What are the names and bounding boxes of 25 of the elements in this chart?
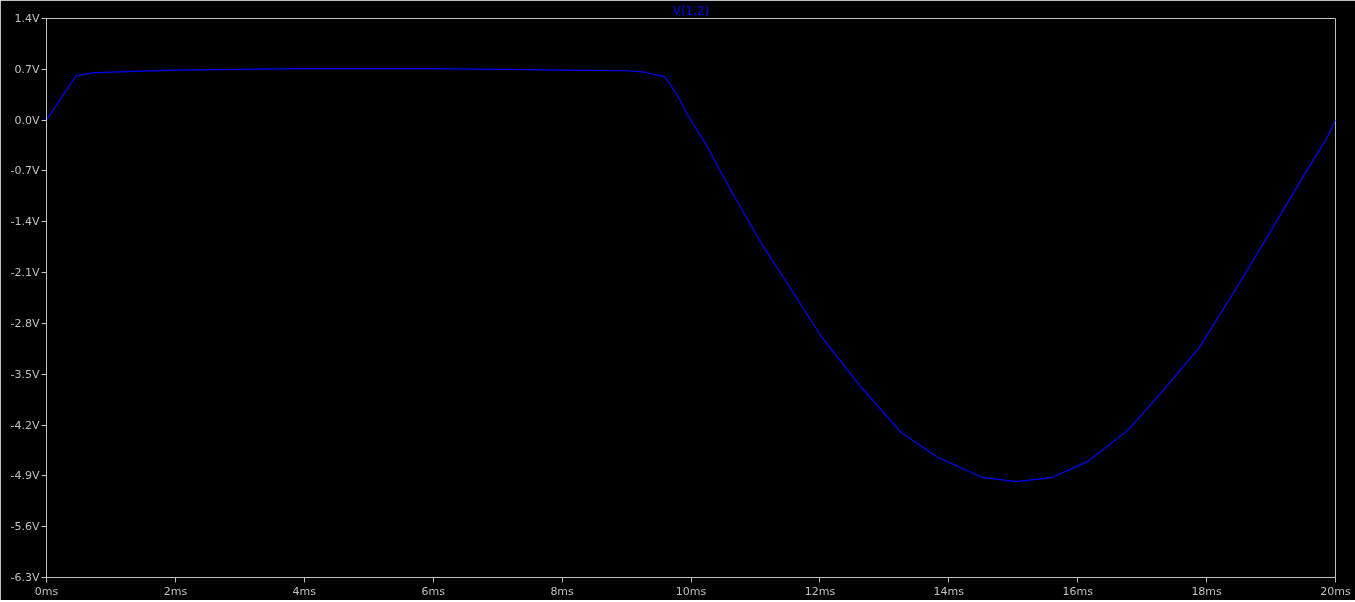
x-tick-label: 2ms [163,584,188,598]
x-tick-label: 18ms [1191,584,1223,598]
y-tick-label: -4.2V [10,418,40,432]
y-tick-label: -6.3V [10,571,40,584]
x-tick-label: 0ms [34,584,59,598]
x-tick-label: 14ms [933,584,965,598]
y-tick-label: 1.4V [14,12,40,25]
y-tick-label: -3.5V [10,367,40,381]
y-tick-label: 0.7V [14,62,40,76]
y-tick-label: -2.1V [10,266,40,280]
text: V(1,2) [672,3,710,18]
x-tick-label: 8ms [550,584,575,598]
x-tick-label: 20ms [1320,584,1351,598]
y-tick-label: 0.0V [14,113,40,127]
y-tick-label: -4.9V [10,469,40,483]
x-tick-label: 4ms [292,584,317,598]
line-series [46,67,1336,483]
y-tick-label: -2.8V [10,316,40,330]
x-tick-label: 6ms [421,584,446,598]
y-tick-label: -0.7V [10,164,40,178]
y-tick-label: -1.4V [10,215,40,229]
x-tick-label: 12ms [804,584,836,598]
y-tick-label: -5.6V [10,520,40,534]
x-tick-label: 10ms [675,584,707,598]
x-tick-label: 16ms [1062,584,1094,598]
